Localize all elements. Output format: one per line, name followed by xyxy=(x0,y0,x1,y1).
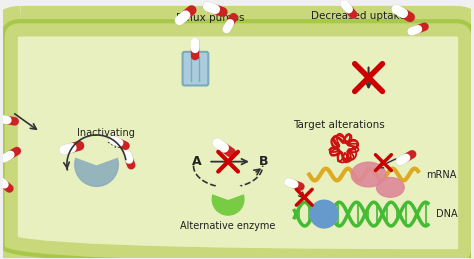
Circle shape xyxy=(212,183,244,215)
Text: Inactivating
enzymes: Inactivating enzymes xyxy=(77,128,136,150)
Text: A: A xyxy=(191,155,201,168)
Text: B: B xyxy=(259,155,268,168)
Polygon shape xyxy=(212,182,245,199)
Circle shape xyxy=(75,143,118,186)
FancyBboxPatch shape xyxy=(2,21,474,259)
Text: mRNA: mRNA xyxy=(426,169,456,179)
Text: DNA: DNA xyxy=(436,209,457,219)
Ellipse shape xyxy=(351,162,386,187)
Text: Alternative enzyme: Alternative enzyme xyxy=(181,221,276,231)
Circle shape xyxy=(310,200,338,228)
Text: Efflux pumps: Efflux pumps xyxy=(176,13,245,23)
Text: Decreased uptake: Decreased uptake xyxy=(311,11,406,21)
Ellipse shape xyxy=(376,177,404,197)
Polygon shape xyxy=(74,141,119,165)
FancyBboxPatch shape xyxy=(182,52,208,85)
Text: Target alterations: Target alterations xyxy=(293,120,385,130)
